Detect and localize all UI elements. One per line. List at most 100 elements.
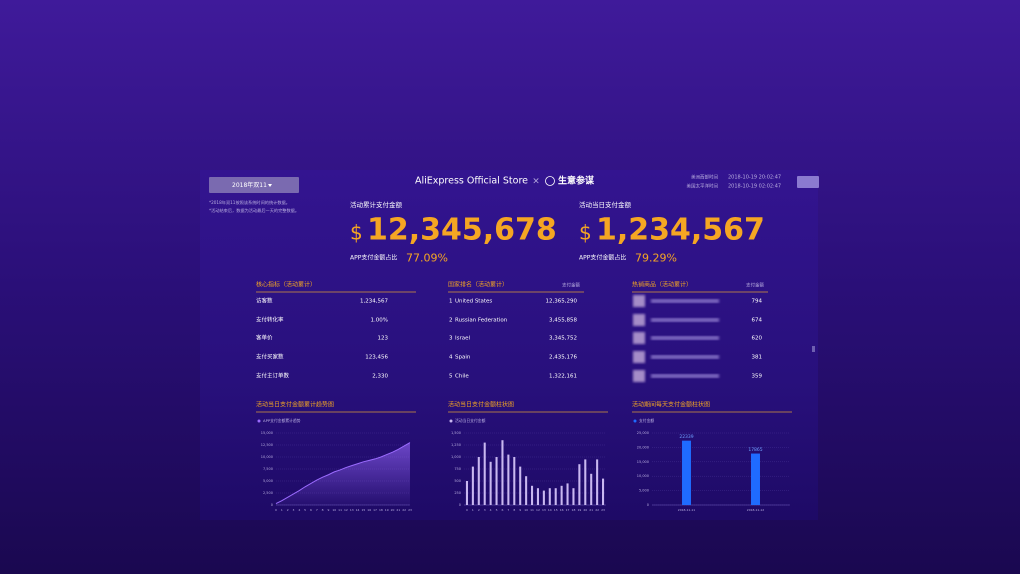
partner-name: 生意参谋 (558, 175, 595, 187)
x-tick-label: 2 (478, 508, 480, 512)
x-tick-label: 23 (408, 508, 412, 512)
product-name-blurred (651, 374, 719, 378)
kpi-share: 79.29% (635, 252, 677, 265)
x-tick-label: 0 (466, 508, 468, 512)
x-tick-label: 0 (275, 508, 277, 512)
column-header: 支付金额 (562, 282, 580, 289)
product-thumbnail (633, 295, 645, 307)
y-tick-label: 0 (647, 503, 649, 507)
y-tick-label: 1,500 (451, 431, 461, 435)
y-tick-label: 20,000 (637, 445, 649, 449)
metric-label: 支付主订单数 (256, 372, 290, 380)
event-select[interactable]: 2018年双11 (232, 181, 267, 189)
value-label: 17865 (748, 447, 762, 453)
metric-label: 访客数 (256, 297, 273, 305)
x-tick-label: 9 (327, 508, 329, 512)
y-tick-label: 0 (459, 503, 461, 507)
time-value: 2018-10-19 20:02:47 (728, 175, 781, 181)
country-rank: 5 (449, 374, 453, 380)
x-tick-label: 20 (391, 508, 395, 512)
bar (566, 483, 569, 505)
product-thumbnail (633, 332, 645, 344)
bar (548, 488, 551, 505)
country-value: 3,455,858 (549, 318, 577, 324)
kpi-currency: $ (579, 221, 592, 245)
column-header: 支付金额 (746, 282, 764, 289)
legend-label: APP支付金额累计趋势 (263, 418, 301, 423)
metric-label: 支付转化率 (256, 316, 284, 324)
product-name-blurred (651, 355, 719, 359)
bar (596, 459, 599, 505)
product-name-blurred (651, 336, 719, 340)
metric-value: 2,330 (372, 374, 388, 380)
kpi-share-label: APP支付金额占比 (350, 254, 397, 262)
bar (495, 457, 498, 505)
x-tick-label: 22 (595, 508, 599, 512)
chart-title: 活动当日支付金额累计趋势图 (256, 401, 334, 409)
note: *2018年双11按照该系统时间的统计数据。 (209, 199, 290, 206)
country-rank: 2 (449, 318, 453, 324)
x-tick-label: 10 (524, 508, 528, 512)
x-tick-label: 13 (350, 508, 354, 512)
section-title: 核心指标（活动累计） (256, 281, 316, 289)
time-label: 美国太平洋时间 (687, 183, 719, 190)
x-tick-label: 4 (298, 508, 300, 512)
x-tick-label: 9 (519, 508, 521, 512)
metric-value: 123,456 (365, 355, 388, 361)
y-tick-label: 0 (271, 503, 273, 507)
country-name: Chile (455, 374, 469, 380)
bar (501, 440, 504, 505)
metric-label: 支付买家数 (256, 353, 284, 361)
y-tick-label: 12,500 (261, 443, 273, 447)
bar (531, 485, 534, 505)
y-tick-label: 7,500 (263, 467, 273, 471)
bar (554, 488, 557, 505)
x-tick-label: 17 (373, 508, 377, 512)
country-value: 12,365,290 (546, 299, 578, 305)
x-tick-label: 17 (566, 508, 570, 512)
kpi-value: 1,234,567 (596, 213, 765, 248)
kpi-currency: $ (350, 221, 363, 245)
x-tick-label: 2018-11-12 (747, 508, 765, 512)
y-tick-label: 10,000 (261, 455, 273, 459)
kpi-share-label: APP支付金额占比 (579, 254, 626, 262)
bar (536, 488, 539, 505)
time-value: 2018-10-19 02:02:47 (728, 184, 781, 190)
country-value: 2,435,176 (549, 355, 577, 361)
x-tick-label: 11 (530, 508, 534, 512)
x-tick-label: 22 (402, 508, 406, 512)
x-tick-label: 13 (542, 508, 546, 512)
x-tick-label: 7 (507, 508, 509, 512)
x-tick-label: 6 (501, 508, 503, 512)
metric-value: 1.00% (371, 318, 388, 324)
store-title: AliExpress Official Store (415, 176, 528, 187)
section-title: 国家排名（活动累计） (448, 281, 508, 289)
partner-logo (545, 176, 555, 186)
product-value: 674 (752, 318, 763, 324)
y-tick-label: 5,000 (263, 479, 273, 483)
bar (682, 440, 691, 505)
x-tick-label: 12 (344, 508, 348, 512)
x-tick-label: 16 (560, 508, 564, 512)
product-name-blurred (651, 318, 719, 322)
country-value: 3,345,752 (549, 336, 577, 342)
fullscreen-button[interactable] (797, 176, 819, 188)
x-tick-label: 14 (548, 508, 552, 512)
x-tick-label: 6 (310, 508, 312, 512)
bar (602, 478, 605, 505)
y-tick-label: 5,000 (639, 489, 649, 493)
dropdown-arrow[interactable] (268, 184, 272, 187)
x-tick-label: 18 (572, 508, 576, 512)
chart-title: 活动期间每天支付金额柱状图 (632, 401, 710, 409)
x-tick-label: 1 (472, 508, 474, 512)
y-tick-label: 25,000 (637, 431, 649, 435)
bar (751, 453, 760, 505)
x-tick-label: 23 (601, 508, 605, 512)
product-value: 381 (752, 355, 763, 361)
x-tick-label: 1 (281, 508, 283, 512)
x-tick-label: 21 (589, 508, 593, 512)
event-select-box[interactable] (209, 177, 299, 193)
product-value: 620 (752, 336, 763, 342)
area (276, 442, 410, 505)
